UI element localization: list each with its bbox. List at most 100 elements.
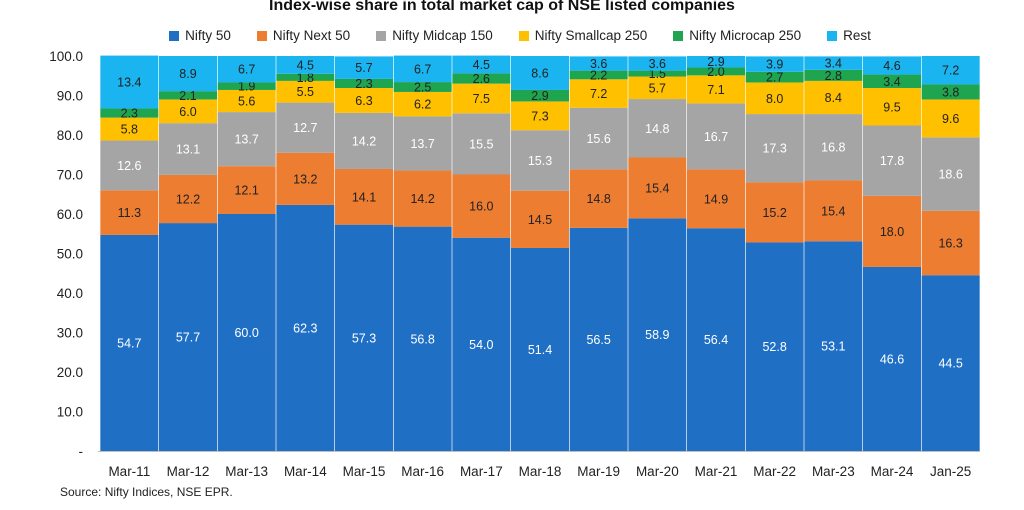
y-tick-label: 50.0 bbox=[57, 247, 83, 262]
bar-segment bbox=[804, 180, 863, 242]
legend-swatch bbox=[518, 30, 529, 41]
bar-segment bbox=[804, 241, 863, 451]
bar-segment bbox=[100, 234, 159, 451]
data-label: 7.2 bbox=[942, 64, 959, 78]
x-tick-label: Mar-11 bbox=[108, 464, 150, 479]
y-tick-label: 20.0 bbox=[57, 365, 83, 380]
data-label: 15.5 bbox=[469, 137, 493, 151]
data-label: 16.8 bbox=[821, 141, 845, 155]
data-label: 13.7 bbox=[410, 137, 434, 151]
data-label: 12.2 bbox=[176, 192, 200, 206]
bar-segment bbox=[863, 125, 921, 196]
bar-segment bbox=[100, 55, 159, 109]
bar-segment bbox=[628, 70, 687, 77]
y-tick-label: - bbox=[79, 444, 84, 459]
data-label: 15.4 bbox=[821, 204, 845, 218]
data-label: 5.8 bbox=[121, 123, 138, 137]
legend-label: Nifty Midcap 150 bbox=[392, 28, 493, 43]
x-tick-label: Mar-24 bbox=[871, 464, 914, 479]
data-label: 14.8 bbox=[645, 122, 669, 136]
bar-segment bbox=[921, 210, 980, 276]
data-label: 2.2 bbox=[590, 68, 607, 82]
data-label: 6.7 bbox=[238, 63, 255, 77]
legend-item: Nifty 50 bbox=[169, 28, 231, 43]
bar-segment bbox=[452, 83, 511, 114]
data-label: 16.7 bbox=[704, 130, 728, 144]
data-label: 3.4 bbox=[825, 57, 842, 71]
data-label: 3.6 bbox=[590, 57, 607, 71]
legend-item: Nifty Microcap 250 bbox=[673, 28, 801, 43]
data-label: 3.6 bbox=[649, 57, 666, 71]
bar-segment bbox=[276, 204, 335, 451]
data-label: 3.8 bbox=[942, 85, 959, 99]
data-label: 3.4 bbox=[883, 75, 900, 89]
bar-segment bbox=[335, 87, 393, 113]
bar-segment bbox=[100, 108, 159, 118]
bar-segment bbox=[628, 99, 687, 158]
legend-swatch bbox=[376, 30, 387, 41]
x-tick-label: Mar-21 bbox=[695, 464, 738, 479]
legend-item: Nifty Next 50 bbox=[256, 28, 351, 43]
legend-label: Nifty Microcap 250 bbox=[689, 28, 802, 43]
bar-segment bbox=[628, 76, 687, 100]
data-label: 4.5 bbox=[297, 58, 314, 72]
data-label: 13.4 bbox=[117, 76, 141, 90]
y-tick-label: 70.0 bbox=[57, 168, 83, 183]
bar-segment bbox=[628, 56, 687, 71]
bar-segment bbox=[511, 247, 569, 451]
data-label: 2.1 bbox=[179, 89, 196, 103]
bar-segment bbox=[217, 214, 276, 451]
data-label: 9.6 bbox=[942, 112, 959, 126]
bar-segment bbox=[745, 242, 804, 451]
legend-label: Nifty Next 50 bbox=[272, 28, 351, 43]
data-label: 6.3 bbox=[355, 94, 372, 108]
data-label: 2.3 bbox=[355, 77, 372, 91]
data-label: 7.5 bbox=[473, 92, 490, 106]
data-label: 14.2 bbox=[410, 192, 434, 206]
bar-segment bbox=[569, 169, 628, 228]
data-label: 13.7 bbox=[234, 133, 258, 147]
y-tick-label: 60.0 bbox=[57, 207, 83, 222]
data-label: 8.6 bbox=[531, 66, 548, 80]
bar-segment bbox=[745, 182, 804, 243]
bar-segment bbox=[569, 107, 628, 170]
data-label: 6.2 bbox=[414, 98, 431, 112]
bar-segment bbox=[745, 71, 804, 83]
x-tick-label: Mar-13 bbox=[225, 464, 268, 479]
data-label: 13.1 bbox=[176, 143, 200, 157]
data-label: 17.3 bbox=[762, 142, 786, 156]
bar-segment bbox=[276, 80, 335, 103]
x-tick-label: Mar-18 bbox=[519, 464, 562, 479]
legend-label: Nifty Smallcap 250 bbox=[534, 28, 648, 43]
bar-segment bbox=[921, 56, 980, 85]
data-label: 5.7 bbox=[355, 61, 372, 75]
bar-segment bbox=[276, 56, 335, 74]
data-label: 62.3 bbox=[293, 321, 317, 335]
bar-segment bbox=[159, 91, 217, 100]
x-tick-label: Mar-20 bbox=[636, 464, 679, 479]
data-label: 15.2 bbox=[762, 206, 786, 220]
data-label: 7.1 bbox=[707, 83, 724, 97]
data-label: 8.0 bbox=[766, 92, 783, 106]
bar-segment bbox=[511, 130, 569, 191]
bar-segment bbox=[687, 103, 745, 170]
data-label: 58.9 bbox=[645, 328, 669, 342]
bar-segment bbox=[921, 275, 980, 451]
bar-segment bbox=[276, 152, 335, 205]
bar-segment bbox=[335, 78, 393, 88]
bar-segment bbox=[452, 55, 511, 74]
bar-segment bbox=[863, 56, 921, 75]
data-label: 15.4 bbox=[645, 181, 669, 195]
bar-segment bbox=[511, 190, 569, 248]
data-label: 16.3 bbox=[938, 237, 962, 251]
data-label: 14.9 bbox=[704, 192, 728, 206]
data-label: 1.8 bbox=[297, 71, 314, 85]
data-label: 5.5 bbox=[297, 85, 314, 99]
data-label: 2.9 bbox=[707, 55, 724, 69]
bar-segment bbox=[745, 114, 804, 183]
data-label: 56.5 bbox=[586, 333, 610, 347]
bar-segment bbox=[628, 157, 687, 219]
bar-segment bbox=[335, 56, 393, 79]
bar-segment bbox=[863, 266, 921, 451]
